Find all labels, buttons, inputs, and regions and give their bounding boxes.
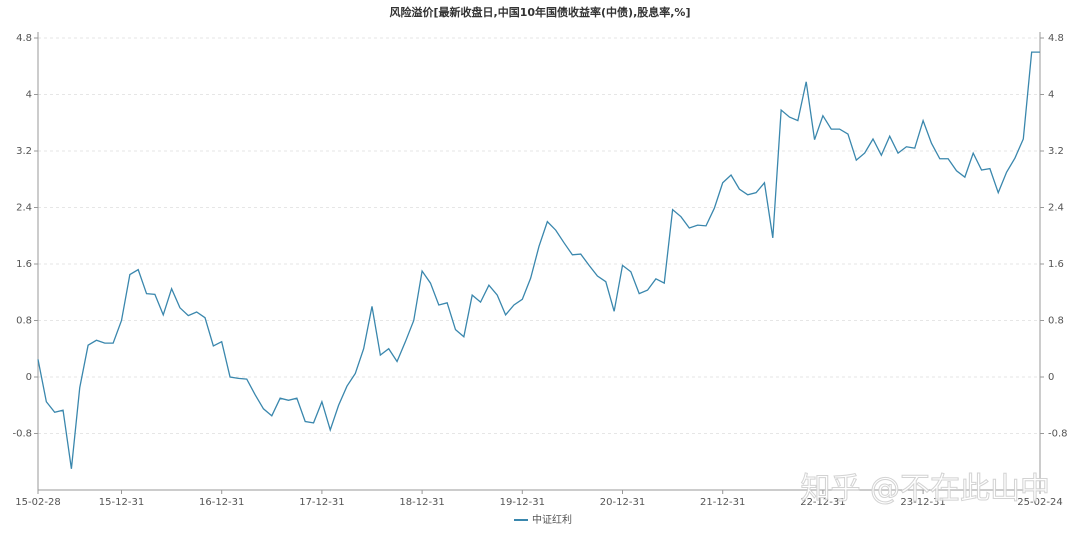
y2-tick-label: 4.8 — [1048, 33, 1064, 44]
y-tick-label: 3.2 — [16, 146, 32, 157]
y-tick-label: -0.8 — [12, 429, 32, 440]
x-tick-label: 15-12-31 — [99, 497, 144, 508]
y2-tick-label: 2.4 — [1048, 203, 1064, 214]
x-tick-label: 15-02-28 — [15, 497, 60, 508]
legend-label: 中证红利 — [532, 513, 572, 526]
x-tick-label: 23-12-31 — [900, 497, 945, 508]
y-tick-label: 4.8 — [16, 33, 32, 44]
y-tick-label: 2.4 — [16, 203, 32, 214]
y2-tick-label: 0.8 — [1048, 316, 1064, 327]
y-tick-label: 0 — [26, 372, 32, 383]
y-tick-label: 1.6 — [16, 259, 32, 270]
chart-title: 风险溢价[最新收盘日,中国10年国债收益率(中债),股息率,%] — [390, 5, 691, 19]
series-line — [37, 51, 1040, 469]
y2-tick-label: -0.8 — [1048, 429, 1068, 440]
x-tick-label: 16-12-31 — [199, 497, 244, 508]
y2-tick-label: 3.2 — [1048, 146, 1064, 157]
x-tick-label: 18-12-31 — [399, 497, 444, 508]
y-tick-label: 4 — [26, 90, 32, 101]
x-tick-label: 21-12-31 — [700, 497, 745, 508]
watermark: 知乎 @不在此山中 — [800, 472, 1050, 507]
x-tick-label: 22-12-31 — [800, 497, 845, 508]
y2-tick-label: 0 — [1048, 372, 1054, 383]
x-tick-label: 17-12-31 — [299, 497, 344, 508]
y2-tick-label: 4 — [1048, 90, 1054, 101]
x-tick-label: 25-02-24 — [1017, 497, 1062, 508]
x-tick-label: 19-12-31 — [500, 497, 545, 508]
y-tick-label: 0.8 — [16, 316, 32, 327]
y2-tick-label: 1.6 — [1048, 259, 1064, 270]
x-tick-label: 20-12-31 — [600, 497, 645, 508]
